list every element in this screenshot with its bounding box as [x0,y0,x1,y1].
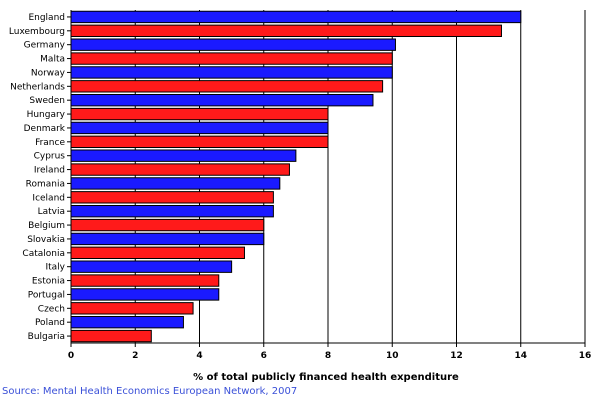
x-axis: 0 2 4 6 8 10 12 14 16 [68,10,591,361]
bar-germany [70,38,396,51]
category-label-romania: Romania [26,179,65,189]
bar-luxembourg [70,24,502,38]
bar-iceland [70,191,274,204]
bar-cyprus [70,149,297,162]
x-tick-label-8: 8 [325,351,331,361]
x-tick-label-0: 0 [68,351,74,361]
bar-denmark [70,121,329,135]
category-label-portugal: Portugal [28,290,65,300]
category-label-latvia: Latvia [38,207,65,217]
category-label-belgium: Belgium [28,221,65,231]
category-label-czech: Czech [38,304,65,314]
bar-italy [70,260,233,273]
x-tick-label-4: 4 [196,351,202,361]
category-label-estonia: Estonia [32,277,65,287]
bar-belgium [70,218,265,232]
category-labels: England Luxembourg Germany Malta Norway Nethe… [9,13,71,342]
bar-estonia [70,274,220,287]
bar-malta [70,52,393,65]
category-label-iceland: Iceland [32,193,65,203]
x-tick-label-12: 12 [450,351,463,361]
category-label-ireland: Ireland [34,166,65,176]
category-label-malta: Malta [40,55,65,65]
bar-bulgaria [70,329,152,343]
bar-romania [70,177,281,190]
bars [70,10,522,343]
x-tick-label-6: 6 [261,351,267,361]
bar-france [70,135,329,149]
category-label-slovakia: Slovakia [27,235,65,245]
x-tick-label-16: 16 [579,351,592,361]
x-tick-label-2: 2 [132,351,138,361]
category-label-italy: Italy [45,263,65,273]
category-label-norway: Norway [31,68,66,78]
bar-netherlands [70,80,384,93]
category-label-cyprus: Cyprus [34,152,66,162]
bar-england [70,10,522,24]
bar-poland [70,315,184,329]
x-tick-label-10: 10 [386,351,399,361]
category-label-bulgaria: Bulgaria [28,332,65,342]
bar-slovakia [70,232,265,246]
gridlines [134,10,586,343]
category-label-catalonia: Catalonia [22,249,65,259]
bar-czech [70,302,194,315]
bar-portugal [70,288,220,301]
x-axis-title: % of total publicly financed health expe… [193,372,459,383]
source-note: Source: Mental Health Economics European… [2,386,298,397]
category-label-poland: Poland [35,318,65,328]
bar-catalonia [70,246,245,260]
category-label-denmark: Denmark [24,124,66,134]
bar-hungary [70,107,329,121]
category-label-germany: Germany [24,41,66,51]
bar-ireland [70,163,290,176]
category-label-hungary: Hungary [27,110,66,120]
category-label-sweden: Sweden [29,96,65,106]
bar-latvia [70,204,274,218]
category-label-netherlands: Netherlands [10,82,65,92]
bar-sweden [70,93,374,107]
x-tick-label-14: 14 [514,351,527,361]
bar-norway [70,66,393,79]
category-label-luxembourg: Luxembourg [9,27,65,37]
category-label-england: England [28,13,65,23]
category-label-france: France [35,138,65,148]
